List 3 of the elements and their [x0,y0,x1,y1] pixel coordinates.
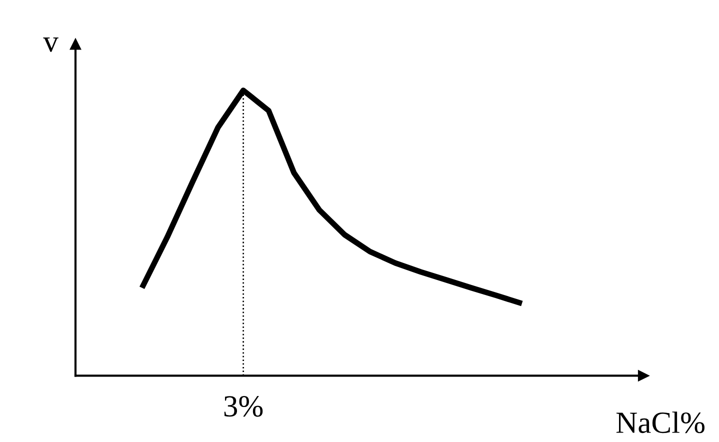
x-axis-title: NaCl% [616,412,704,434]
text: 3% [224,396,263,417]
y-axis-title: v [43,38,58,52]
